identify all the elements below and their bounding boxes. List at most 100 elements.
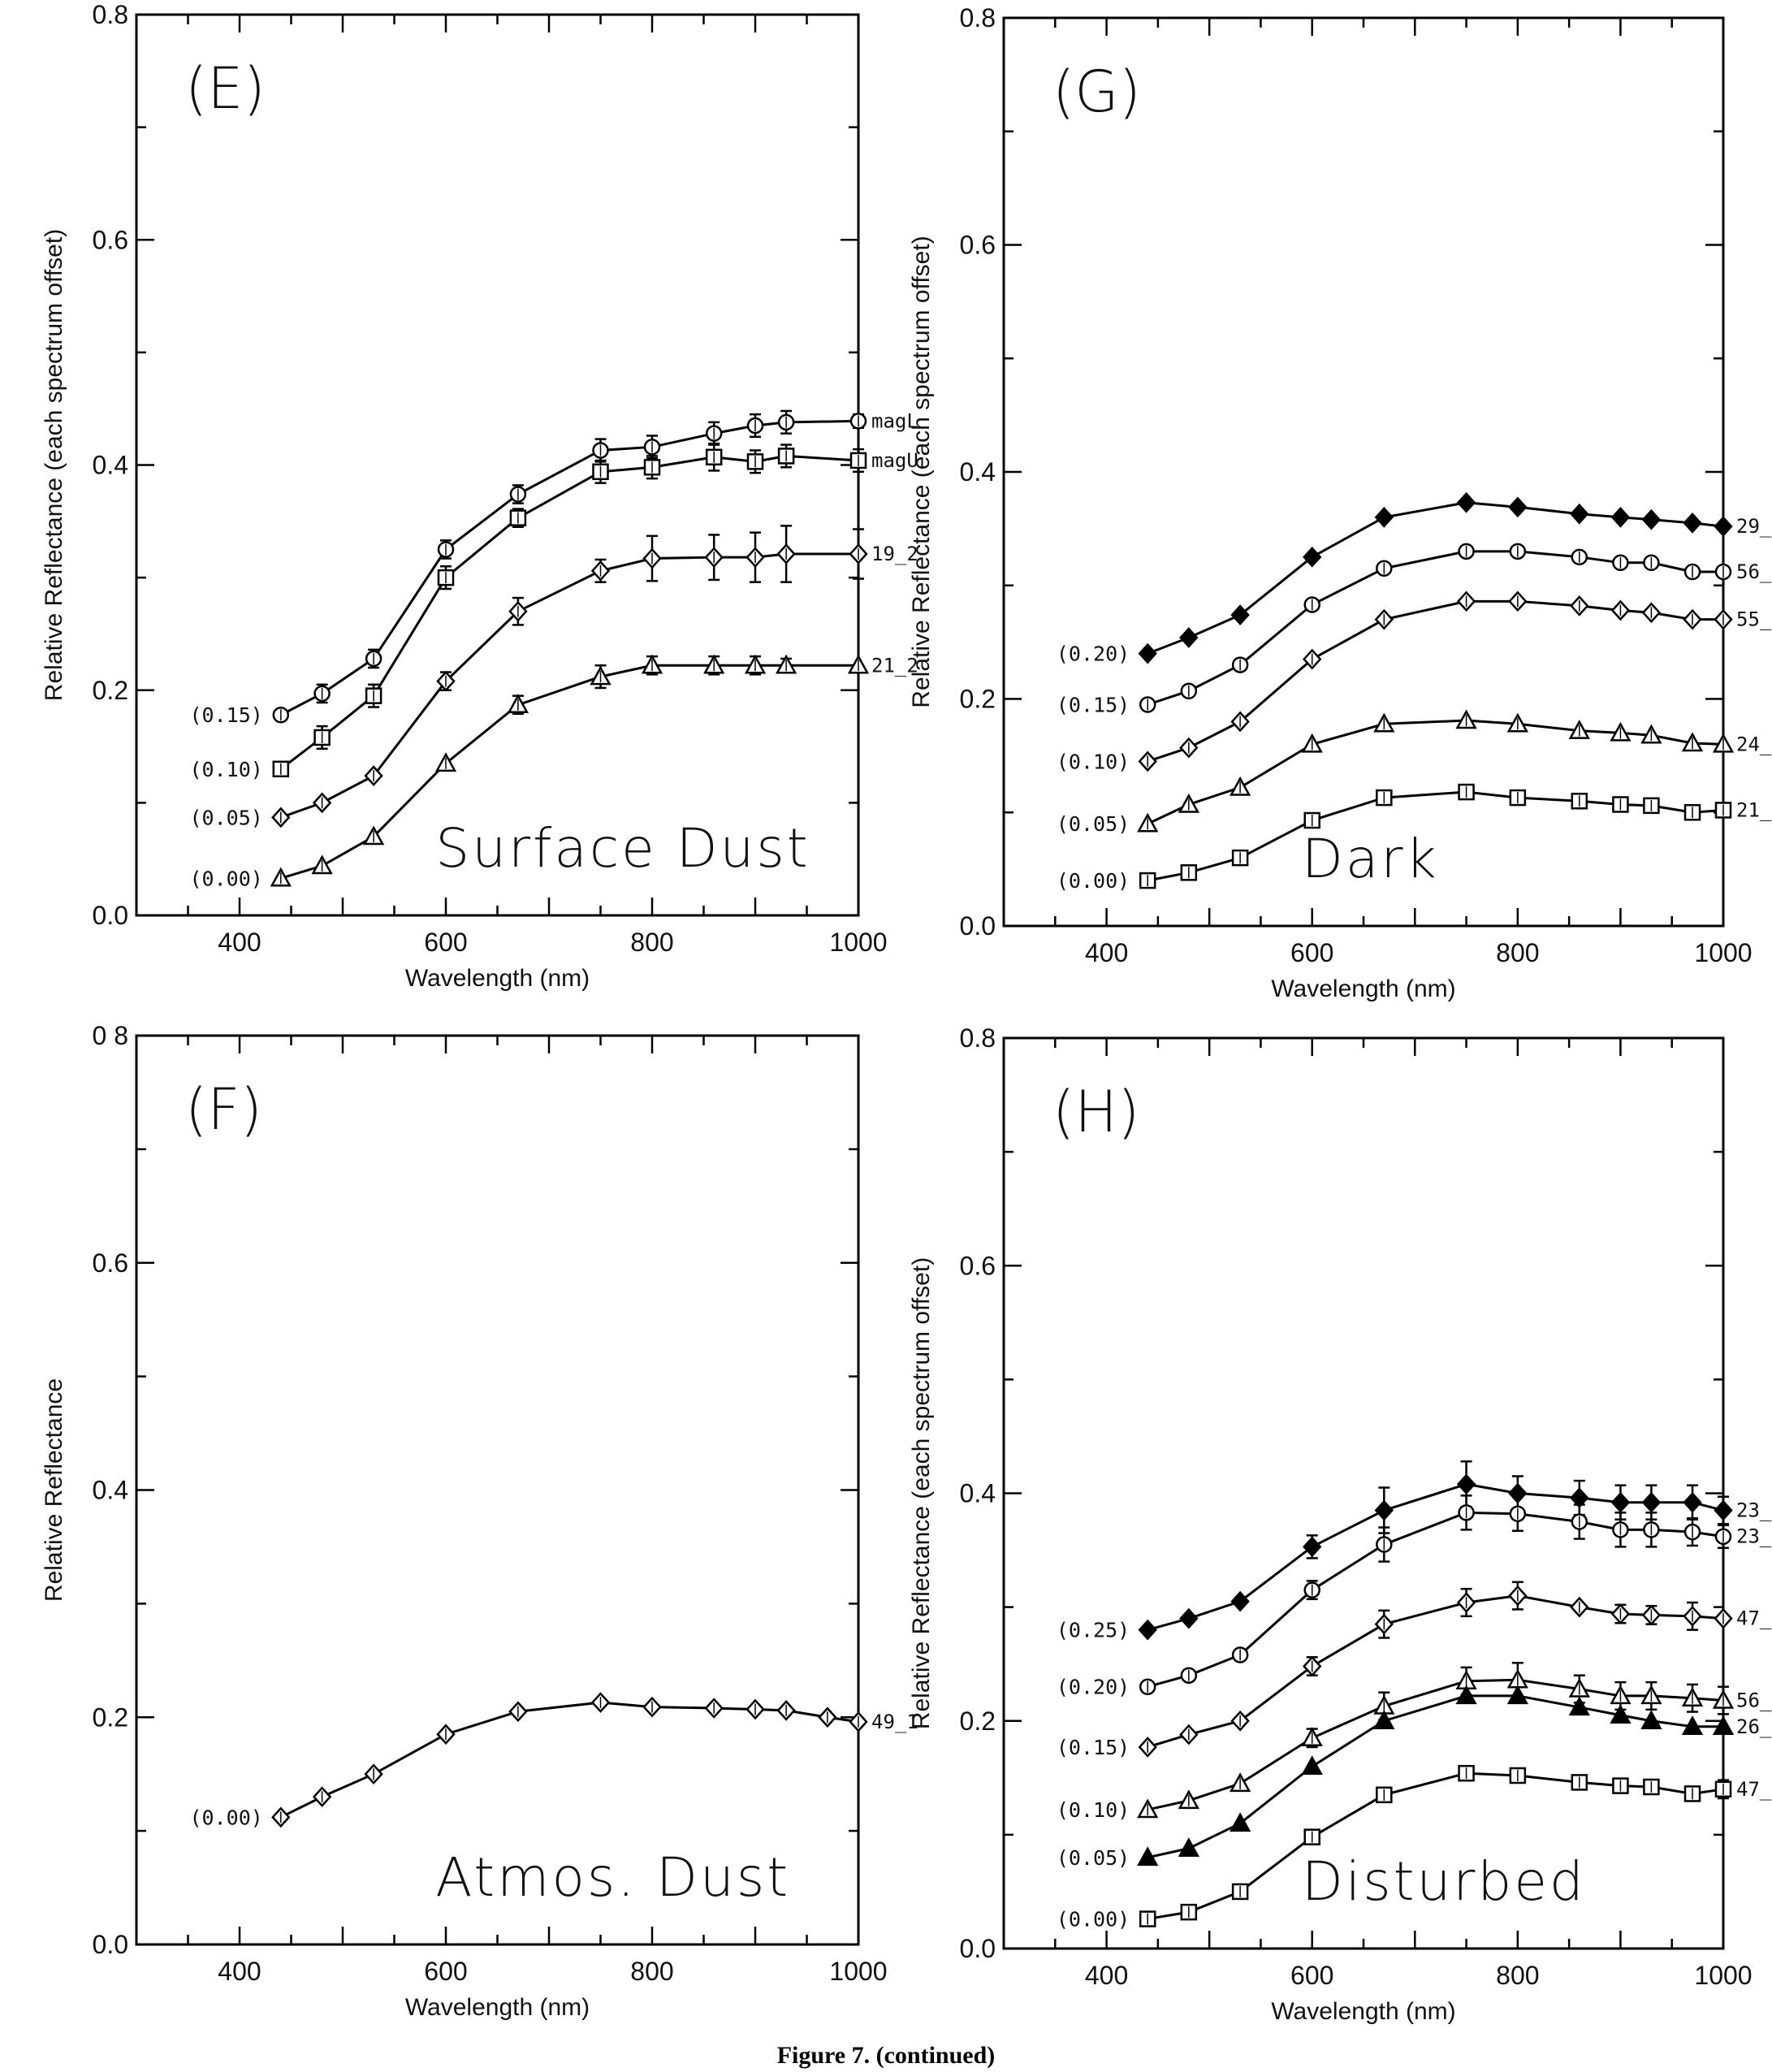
x-tick-label: 600 — [424, 928, 467, 957]
y-axis-title: Relative Reflectance (each spectrum offs… — [908, 236, 935, 707]
data-point — [1374, 507, 1394, 528]
series-label: 47_1 — [1736, 1607, 1772, 1630]
data-point — [1568, 1696, 1590, 1716]
y-tick-label: 0.6 — [960, 231, 996, 260]
y-tick-label: 0.0 — [93, 901, 128, 930]
panel-name: Atmos. Dust — [435, 1846, 790, 1909]
series-label: 49_1 — [871, 1711, 918, 1733]
data-point — [1640, 1710, 1662, 1729]
series-line — [1147, 719, 1724, 825]
y-tick-label: 0.2 — [960, 1706, 996, 1736]
data-point — [1230, 604, 1250, 625]
panel-name: Surface Dust — [435, 817, 810, 880]
data-point — [1714, 516, 1733, 537]
offset-label: (0.15) — [189, 703, 262, 727]
data-point — [1179, 1607, 1199, 1629]
data-point — [1138, 1619, 1157, 1641]
y-tick-label: 0 8 — [93, 1021, 128, 1050]
series-line — [279, 454, 859, 770]
series-line — [1147, 501, 1724, 655]
series-line — [280, 419, 859, 716]
panel-f: 0.0 0.2 0.4 0.6 0 8 400 600 800 1000 Wavelength (… — [41, 1021, 918, 2021]
data-point — [1455, 1685, 1477, 1705]
data-point — [1456, 491, 1476, 513]
data-point — [1137, 1846, 1159, 1867]
figure-caption: Figure 7. (continued) — [777, 2042, 996, 2069]
series-line — [1147, 550, 1723, 706]
data-point — [1179, 627, 1199, 648]
data-point — [1301, 1755, 1323, 1776]
offset-label: (0.10) — [1057, 1798, 1130, 1822]
x-tick-label: 800 — [630, 928, 673, 957]
y-tick-label: 0.0 — [960, 911, 996, 941]
data-point — [1303, 1536, 1322, 1558]
offset-label: (0.10) — [1057, 750, 1130, 773]
y-tick-label: 0.8 — [960, 1023, 996, 1053]
x-tick-label: 1000 — [1694, 938, 1752, 967]
series-label: magU — [871, 449, 918, 472]
y-tick-label: 0.0 — [93, 1930, 128, 1959]
y-tick-label: 0.2 — [93, 676, 128, 705]
y-tick-label: 0.2 — [960, 685, 996, 714]
series-label: 29_1 — [1736, 515, 1772, 538]
data-point — [1610, 507, 1631, 528]
plot-frame — [1002, 16, 1725, 928]
data-point — [1641, 508, 1662, 530]
series-line — [1147, 599, 1723, 763]
offset-label: (0.00) — [1057, 869, 1130, 893]
y-tick-label: 0.8 — [93, 0, 128, 29]
x-axis-title: Wavelength (nm) — [405, 1994, 590, 2021]
series-line — [280, 1701, 859, 1819]
offset-label: (0.05) — [1057, 1846, 1130, 1870]
data-point — [1683, 1491, 1702, 1513]
x-axis-title: Wavelength (nm) — [1271, 975, 1455, 1002]
data-point — [1683, 513, 1702, 534]
panel-label: (G) — [1052, 58, 1141, 125]
offset-label: (0.05) — [1057, 812, 1130, 836]
offset-label: (0.20) — [1057, 642, 1130, 666]
series-line — [1147, 1482, 1724, 1632]
y-tick-label: 0.4 — [960, 457, 996, 487]
data-point — [1138, 642, 1157, 664]
series-label: 21_1 — [1736, 798, 1772, 821]
x-axis-title: Wavelength (nm) — [405, 965, 590, 992]
panel-label: (H) — [1052, 1079, 1139, 1145]
panel-label: (E) — [185, 55, 266, 122]
data-point — [1712, 1715, 1735, 1736]
x-tick-label: 400 — [1085, 938, 1128, 967]
y-tick-label: 0.6 — [93, 225, 128, 254]
x-tick-label: 400 — [218, 1957, 261, 1986]
series-label: 47_2 — [1736, 1778, 1772, 1801]
x-tick-label: 600 — [424, 1957, 467, 1986]
x-tick-label: 800 — [630, 1957, 673, 1986]
panel-h: 0.0 0.2 0.4 0.6 0.8 400 600 800 1000 Wavelength (… — [908, 1023, 1772, 2025]
series-label: magL — [871, 409, 918, 432]
data-point — [1681, 1715, 1704, 1736]
x-tick-label: 1000 — [1694, 1961, 1752, 1990]
offset-label: (0.20) — [1057, 1676, 1130, 1699]
series-label: 26_1 — [1736, 1715, 1772, 1738]
x-tick-label: 600 — [1290, 938, 1333, 967]
offset-label: (0.00) — [189, 1806, 262, 1829]
y-tick-label: 0.4 — [93, 451, 128, 480]
offset-label: (0.10) — [189, 758, 262, 781]
series-label: 56_3 — [1736, 1689, 1772, 1712]
offset-label: (0.15) — [1057, 693, 1130, 716]
series-label: 19_2 — [871, 543, 918, 565]
data-point — [1303, 546, 1322, 568]
y-axis-title: Relative Reflectance — [41, 1378, 67, 1602]
y-tick-label: 0.6 — [960, 1251, 996, 1280]
series-label: 23_3 — [1736, 1499, 1772, 1522]
y-axis-title: Relative Reflectance (each spectrum offs… — [41, 229, 67, 701]
y-axis-title: Relative Reflectance (each spectrum offs… — [908, 1257, 935, 1729]
data-point — [1373, 1710, 1395, 1729]
series-line — [1147, 1678, 1724, 1811]
y-tick-label: 0.4 — [93, 1476, 128, 1505]
x-axis-title: Wavelength (nm) — [1271, 1998, 1455, 2025]
y-tick-label: 0.2 — [93, 1702, 128, 1732]
data-point — [1570, 503, 1589, 525]
series-line — [1147, 1694, 1723, 1859]
x-tick-label: 1000 — [829, 1957, 887, 1986]
series-label: 24_1 — [1736, 733, 1772, 755]
